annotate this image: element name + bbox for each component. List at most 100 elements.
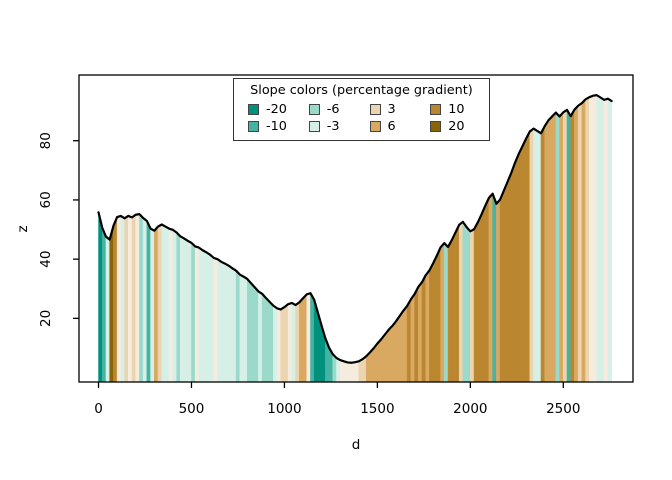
slope-bar <box>287 302 293 383</box>
slope-bar <box>577 102 583 383</box>
slope-bar <box>555 111 560 383</box>
slope-bar <box>488 193 493 383</box>
legend-entry: -10 <box>248 118 301 135</box>
legend-entry: 20 <box>430 118 483 135</box>
slope-bar <box>444 242 449 383</box>
slope-bar <box>258 290 263 383</box>
slope-bar <box>525 131 531 383</box>
y-axis-label: z <box>15 225 31 232</box>
slope-bar <box>276 307 281 383</box>
x-axis-label: d <box>352 437 361 453</box>
slope-bar <box>176 231 181 383</box>
slope-bar <box>585 96 590 383</box>
legend-entry: 6 <box>369 118 423 135</box>
slope-bar <box>429 263 434 383</box>
slope-bar <box>194 246 200 383</box>
legend-entry: 10 <box>430 101 483 118</box>
slope-bar <box>116 215 122 383</box>
slope-bar <box>273 305 278 383</box>
slope-bar <box>406 298 412 383</box>
slope-bar <box>109 225 114 383</box>
slope-bar <box>607 98 612 383</box>
slope-bar <box>395 315 400 383</box>
slope-bar <box>603 98 609 383</box>
y-tick-label: 40 <box>38 251 54 268</box>
slope-bar <box>284 303 289 383</box>
slope-bar <box>425 269 430 383</box>
slope-bar <box>265 297 270 383</box>
slope-bar <box>466 226 471 383</box>
slope-bar <box>581 98 586 383</box>
slope-bar <box>250 282 255 383</box>
slope-bar <box>473 222 479 383</box>
legend-label: -6 <box>326 102 340 117</box>
x-tick-label: 0 <box>94 401 103 417</box>
x-tick-label: 1500 <box>360 401 394 417</box>
slope-bar <box>436 247 441 383</box>
legend-label: -10 <box>266 119 287 134</box>
slope-bar <box>105 236 110 383</box>
slope-bar <box>124 215 129 383</box>
slope-bar <box>172 229 177 383</box>
slope-bar <box>135 213 140 383</box>
slope-bar <box>142 217 148 383</box>
slope-bar <box>310 292 315 383</box>
legend-swatch-icon <box>308 121 320 132</box>
y-tick-label: 80 <box>38 132 54 149</box>
slope-bar <box>146 220 151 383</box>
y-tick-label: 60 <box>38 191 54 208</box>
slope-bar <box>470 228 475 383</box>
slope-bar <box>347 362 352 383</box>
slope-bar <box>354 360 360 383</box>
slope-bar <box>235 270 241 383</box>
slope-bar <box>451 232 456 383</box>
slope-bar <box>589 95 594 383</box>
slope-bar <box>191 242 196 383</box>
slope-bar <box>440 242 445 383</box>
slope-bar <box>217 258 222 383</box>
slope-bar <box>563 109 568 383</box>
slope-bar <box>232 267 237 383</box>
slope-bar <box>269 301 274 383</box>
slope-bar <box>503 181 508 383</box>
legend-box: Slope colors (percentage gradient) -20 -1… <box>233 78 490 141</box>
x-tick-label: 2500 <box>546 401 580 417</box>
slope-bar <box>447 240 452 383</box>
slope-bar <box>432 255 438 383</box>
slope-bar <box>570 108 575 383</box>
slope-bar <box>128 215 133 383</box>
legend-label: 20 <box>448 119 465 134</box>
slope-bar <box>544 119 549 383</box>
legend-swatch-icon <box>430 121 442 132</box>
x-tick-label: 1000 <box>267 401 301 417</box>
legend-label: -3 <box>326 119 340 134</box>
x-tick-label: 2000 <box>453 401 487 417</box>
legend-entry: -3 <box>308 118 362 135</box>
slope-bar <box>336 357 341 383</box>
slope-bar <box>302 293 307 383</box>
slope-bar <box>120 215 125 383</box>
slope-bar <box>246 278 252 383</box>
legend-grid: -20 -10 -6 -3 3 6 10 20 <box>240 101 483 135</box>
slope-bar <box>213 257 218 383</box>
slope-bar <box>157 224 162 383</box>
slope-bar <box>202 249 207 383</box>
slope-bar <box>254 286 259 383</box>
slope-bar <box>548 115 553 383</box>
legend-entry: -6 <box>308 101 362 118</box>
slope-bar <box>522 138 527 383</box>
slope-bar <box>339 359 345 383</box>
slope-bar <box>507 172 512 383</box>
legend-swatch-icon <box>369 121 381 132</box>
legend-swatch-icon <box>308 104 320 115</box>
slope-bar <box>392 320 397 383</box>
slope-bar <box>499 190 505 383</box>
legend-swatch-icon <box>248 121 259 132</box>
x-tick-label: 500 <box>179 401 205 417</box>
slope-bar <box>183 237 189 383</box>
slope-bar <box>600 97 605 383</box>
legend-swatch-icon <box>369 104 381 115</box>
y-tick-label: 20 <box>38 310 54 327</box>
slope-bar <box>380 333 386 383</box>
